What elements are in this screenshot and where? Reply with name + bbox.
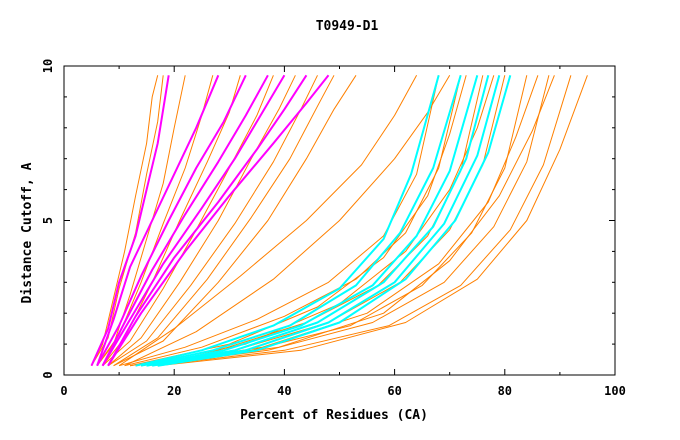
series-line-34 bbox=[146, 75, 490, 367]
x-tick-label: 60 bbox=[387, 384, 401, 398]
plot-lines bbox=[90, 74, 588, 367]
y-axis: 0 5 10 bbox=[41, 59, 615, 379]
series-line-25 bbox=[96, 74, 220, 367]
series-line-24 bbox=[90, 75, 170, 367]
series-line-16 bbox=[152, 75, 572, 367]
series-line-3 bbox=[96, 75, 214, 366]
series-line-9 bbox=[113, 75, 357, 367]
x-axis-label: Percent of Residues (CA) bbox=[240, 408, 428, 423]
series-line-19 bbox=[135, 75, 495, 367]
series-line-26 bbox=[96, 74, 247, 367]
series-line-8 bbox=[113, 75, 335, 367]
x-tick-label: 0 bbox=[60, 384, 67, 398]
series-line-10 bbox=[118, 75, 440, 367]
series-line-21 bbox=[124, 75, 451, 367]
series-line-23 bbox=[146, 75, 555, 367]
series-line-35 bbox=[152, 75, 501, 367]
series-line-36 bbox=[157, 75, 512, 367]
y-axis-label: Distance Cutoff, A bbox=[20, 162, 35, 303]
y-tick-label: 5 bbox=[41, 217, 55, 224]
series-line-33 bbox=[146, 75, 479, 367]
series-line-17 bbox=[157, 75, 588, 367]
x-tick-label: 20 bbox=[167, 384, 181, 398]
x-tick-label: 80 bbox=[498, 384, 512, 398]
y-tick-label: 10 bbox=[41, 59, 55, 73]
x-tick-label: 40 bbox=[277, 384, 291, 398]
series-line-11 bbox=[124, 75, 462, 367]
series-line-22 bbox=[141, 75, 539, 367]
x-axis: 0 20 40 60 80 100 bbox=[60, 66, 626, 398]
y-tick-label: 0 bbox=[41, 371, 55, 378]
series-line-30 bbox=[107, 74, 330, 367]
series-line-13 bbox=[135, 75, 506, 367]
series-line-20 bbox=[118, 75, 418, 367]
series-line-28 bbox=[101, 74, 286, 367]
series-line-29 bbox=[107, 74, 308, 367]
series-line-27 bbox=[101, 74, 269, 367]
x-tick-label: 100 bbox=[604, 384, 626, 398]
series-line-31 bbox=[135, 75, 440, 367]
series-line-32 bbox=[140, 75, 462, 367]
series-line-6 bbox=[107, 75, 296, 367]
chart-title: T0949-D1 bbox=[316, 19, 379, 34]
series-line-15 bbox=[146, 75, 550, 367]
